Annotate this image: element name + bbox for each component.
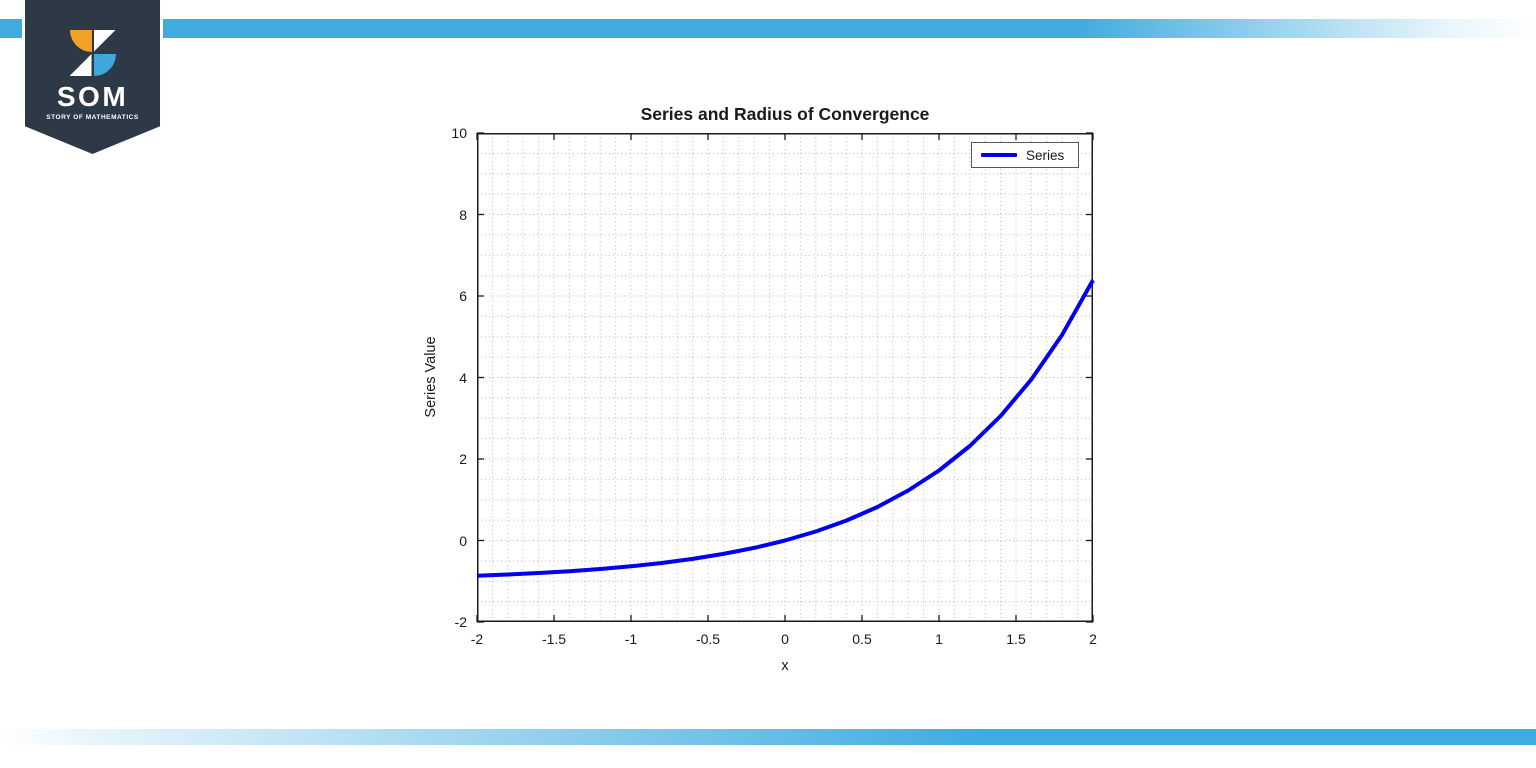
x-tick-label: -1 — [624, 631, 638, 647]
y-tick-label: 2 — [459, 451, 467, 467]
series-curve — [476, 279, 1095, 578]
bottom-accent-bar — [0, 729, 1536, 745]
chart-title: Series and Radius of Convergence — [640, 104, 930, 124]
x-tick-label: -1.5 — [541, 631, 567, 647]
x-tick-label: 1 — [935, 631, 943, 647]
x-tick-label: 2 — [1089, 631, 1097, 647]
y-tick-label: 4 — [459, 369, 467, 386]
som-pinwheel-icon — [69, 30, 116, 76]
x-tick-label: -0.5 — [695, 631, 721, 647]
legend-line-swatch — [981, 153, 1017, 157]
pinwheel-white-triangle-icon — [69, 54, 92, 76]
pinwheel-orange-quarter-icon — [69, 30, 92, 52]
pinwheel-white-triangle-icon — [93, 30, 116, 52]
som-logo-banner-inner: SOM STORY OF MATHEMATICS — [25, 0, 160, 154]
top-accent-bar — [0, 19, 1536, 38]
x-tick-label: 0.5 — [852, 631, 872, 647]
y-tick-label: 0 — [459, 532, 467, 549]
x-axis-label: x — [781, 658, 789, 674]
y-tick-label: 8 — [459, 206, 467, 223]
som-logo-banner[interactable]: SOM STORY OF MATHEMATICS — [22, 0, 163, 159]
legend-box: Series — [971, 142, 1079, 168]
plot-area — [476, 132, 1095, 623]
y-tick-label: -2 — [454, 614, 467, 630]
x-tick-label: -2 — [470, 631, 484, 647]
pinwheel-blue-quarter-icon — [93, 54, 116, 76]
axes-box — [477, 133, 1093, 622]
x-tick-label: 1.5 — [1006, 631, 1026, 647]
legend-label: Series — [1026, 147, 1065, 163]
logo-tagline: STORY OF MATHEMATICS — [46, 114, 139, 121]
y-tick-label: 6 — [459, 288, 467, 304]
x-tick-label: 0 — [781, 631, 789, 647]
y-tick-label: 10 — [451, 125, 467, 141]
logo-wordmark: SOM — [56, 81, 129, 112]
